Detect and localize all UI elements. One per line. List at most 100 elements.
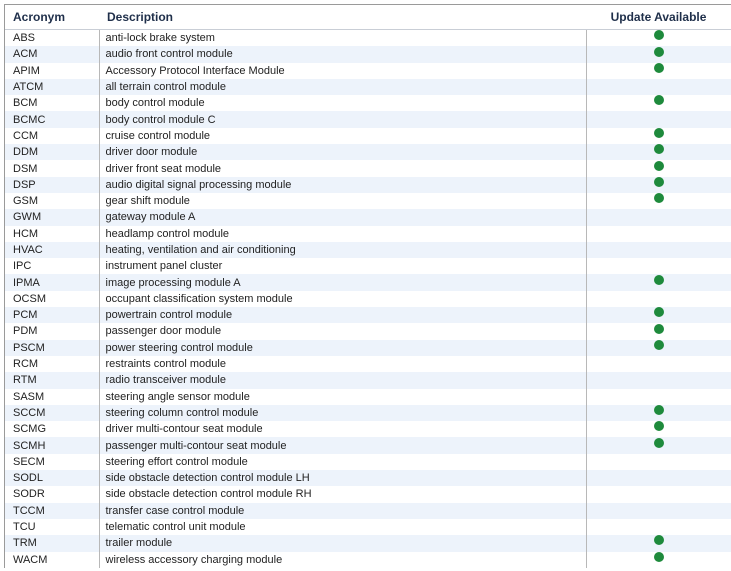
description-cell: driver door module	[98, 144, 587, 161]
table-row: GSM gear shift module	[5, 192, 731, 210]
description-cell: powertrain control module	[98, 307, 587, 324]
description-cell: body control module C	[98, 111, 587, 128]
table-row: PDM passenger door module	[5, 323, 731, 340]
table-row: DSP audio digital signal processing modul…	[5, 176, 731, 193]
update-available-cell	[586, 290, 731, 308]
table-row: BCMC body control module C	[5, 111, 731, 128]
table-row: SCMH passenger multi-contour seat module	[5, 437, 731, 454]
table-row: HVAC heating, ventilation and air conditi…	[5, 241, 731, 259]
update-available-cell	[586, 470, 731, 487]
acronym-cell: WACM	[5, 551, 99, 568]
description-cell: body control module	[98, 95, 587, 112]
green-dot-icon	[653, 551, 664, 562]
description-cell: headlamp control module	[98, 225, 587, 242]
description-cell: steering column control module	[98, 404, 587, 422]
acronym-cell: BCMC	[5, 111, 99, 128]
green-dot-icon	[653, 274, 664, 285]
green-dot-icon	[653, 535, 664, 546]
column-header-description: Description	[99, 5, 586, 30]
description-cell: transfer case control module	[98, 502, 587, 519]
update-available-cell	[586, 355, 731, 373]
description-cell: steering effort control module	[98, 453, 587, 471]
acronym-cell: GWM	[5, 209, 99, 226]
table-row: IPC instrument panel cluster	[5, 258, 731, 275]
table-row: CCM cruise control module	[5, 127, 731, 145]
table-body: ABS anti-lock brake system ACM audio front …	[5, 29, 731, 568]
description-cell: side obstacle detection control module R…	[98, 486, 587, 503]
green-dot-icon	[653, 323, 664, 334]
table-row: SODR side obstacle detection control modu…	[5, 486, 731, 503]
update-available-cell	[586, 486, 731, 503]
table-row: DDM driver door module	[5, 144, 731, 161]
green-dot-icon	[653, 46, 664, 57]
update-available-cell	[586, 46, 731, 63]
table-row: TRM trailer module	[5, 535, 731, 552]
update-available-cell	[586, 127, 731, 145]
table-row: RTM radio transceiver module	[5, 372, 731, 389]
update-available-cell	[586, 95, 731, 112]
description-cell: passenger door module	[98, 323, 587, 340]
update-available-cell	[586, 339, 731, 356]
update-available-cell	[586, 160, 731, 177]
acronym-cell: SODL	[5, 470, 99, 487]
acronym-cell: PDM	[5, 323, 99, 340]
acronym-cell: SCMG	[5, 421, 99, 438]
update-available-cell	[586, 209, 731, 226]
acronym-cell: OCSM	[5, 290, 99, 308]
acronym-cell: DDM	[5, 144, 99, 161]
description-cell: telematic control unit module	[98, 518, 587, 536]
acronym-cell: BCM	[5, 95, 99, 112]
acronym-cell: IPC	[5, 258, 99, 275]
description-cell: steering angle sensor module	[98, 388, 587, 405]
acronym-cell: TRM	[5, 535, 99, 552]
acronym-cell: CCM	[5, 127, 99, 145]
table-row: HCM headlamp control module	[5, 225, 731, 242]
table-row: ATCM all terrain control module	[5, 78, 731, 96]
column-header-acronym: Acronym	[5, 5, 99, 30]
column-header-update-available: Update Available	[586, 5, 731, 30]
description-cell: audio digital signal processing module	[98, 176, 587, 193]
description-cell: radio transceiver module	[98, 372, 587, 389]
update-available-cell	[586, 111, 731, 128]
table-row: DSM driver front seat module	[5, 160, 731, 177]
description-cell: all terrain control module	[98, 78, 587, 96]
acronym-cell: RCM	[5, 355, 99, 373]
update-available-cell	[586, 388, 731, 405]
acronym-cell: SCCM	[5, 404, 99, 422]
description-cell: audio front control module	[98, 46, 587, 63]
table-row: WACM wireless accessory charging module	[5, 551, 731, 568]
update-available-cell	[586, 453, 731, 471]
update-available-cell	[586, 176, 731, 193]
acronym-cell: DSP	[5, 176, 99, 193]
table-header-row: Acronym Description Update Available	[5, 5, 731, 30]
table-row: BCM body control module	[5, 95, 731, 112]
green-dot-icon	[653, 405, 664, 416]
table-row: PCM powertrain control module	[5, 307, 731, 324]
description-cell: driver front seat module	[98, 160, 587, 177]
description-cell: trailer module	[98, 535, 587, 552]
table-row: RCM restraints control module	[5, 355, 731, 373]
description-cell: occupant classification system module	[98, 290, 587, 308]
green-dot-icon	[653, 30, 664, 41]
update-available-cell	[586, 307, 731, 324]
table-row: OCSM occupant classification system modul…	[5, 290, 731, 308]
update-available-cell	[586, 421, 731, 438]
acronym-cell: PSCM	[5, 339, 99, 356]
acronym-cell: DSM	[5, 160, 99, 177]
acronym-cell: IPMA	[5, 274, 99, 291]
update-available-cell	[586, 274, 731, 291]
table-row: GWM gateway module A	[5, 209, 731, 226]
description-cell: wireless accessory charging module	[98, 551, 587, 568]
acronym-cell: TCCM	[5, 502, 99, 519]
green-dot-icon	[653, 128, 664, 139]
description-cell: heating, ventilation and air conditionin…	[98, 241, 587, 259]
green-dot-icon	[653, 437, 664, 448]
description-cell: gateway module A	[98, 209, 587, 226]
acronym-cell: ACM	[5, 46, 99, 63]
description-cell: passenger multi-contour seat module	[98, 437, 587, 454]
table-row: SCCM steering column control module	[5, 404, 731, 422]
update-available-cell	[586, 502, 731, 519]
acronym-cell: PCM	[5, 307, 99, 324]
acronym-cell: TCU	[5, 518, 99, 536]
acronym-cell: SASM	[5, 388, 99, 405]
